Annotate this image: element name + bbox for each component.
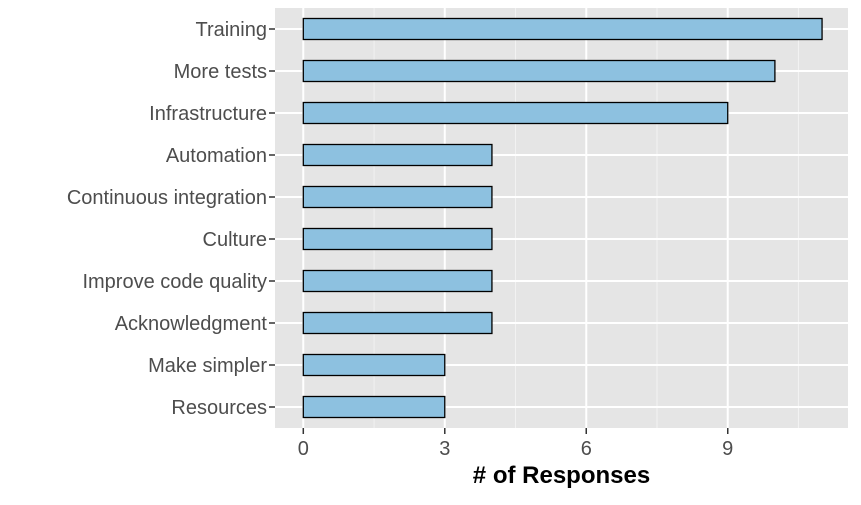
category-label: Improve code quality <box>82 271 267 293</box>
x-tick-label: 9 <box>722 438 733 460</box>
category-label: Make simpler <box>148 355 267 377</box>
category-label: Training <box>195 19 267 41</box>
bar <box>302 269 493 293</box>
bar <box>302 395 446 419</box>
x-tick-label: 6 <box>581 438 592 460</box>
bar <box>302 311 493 335</box>
category-labels: Training More tests Infrastructure Automati… <box>67 19 275 419</box>
category-label: Infrastructure <box>149 103 267 125</box>
category-label: Culture <box>203 229 267 251</box>
bar <box>302 101 729 125</box>
bar <box>302 227 493 251</box>
category-label: Acknowledgment <box>115 313 268 335</box>
bar <box>302 59 776 83</box>
x-axis-title: # of Responses <box>473 462 650 489</box>
category-label: Automation <box>166 145 267 167</box>
category-label: Continuous integration <box>67 187 267 209</box>
bar <box>302 353 446 377</box>
category-label: Resources <box>171 397 267 419</box>
x-tick-label: 3 <box>439 438 450 460</box>
category-label: More tests <box>174 61 267 83</box>
x-axis-ticks: 0 3 6 9 <box>298 428 733 460</box>
x-tick-label: 0 <box>298 438 309 460</box>
bar <box>302 185 493 209</box>
bars <box>302 17 823 419</box>
bar <box>302 17 823 41</box>
bar <box>302 143 493 167</box>
